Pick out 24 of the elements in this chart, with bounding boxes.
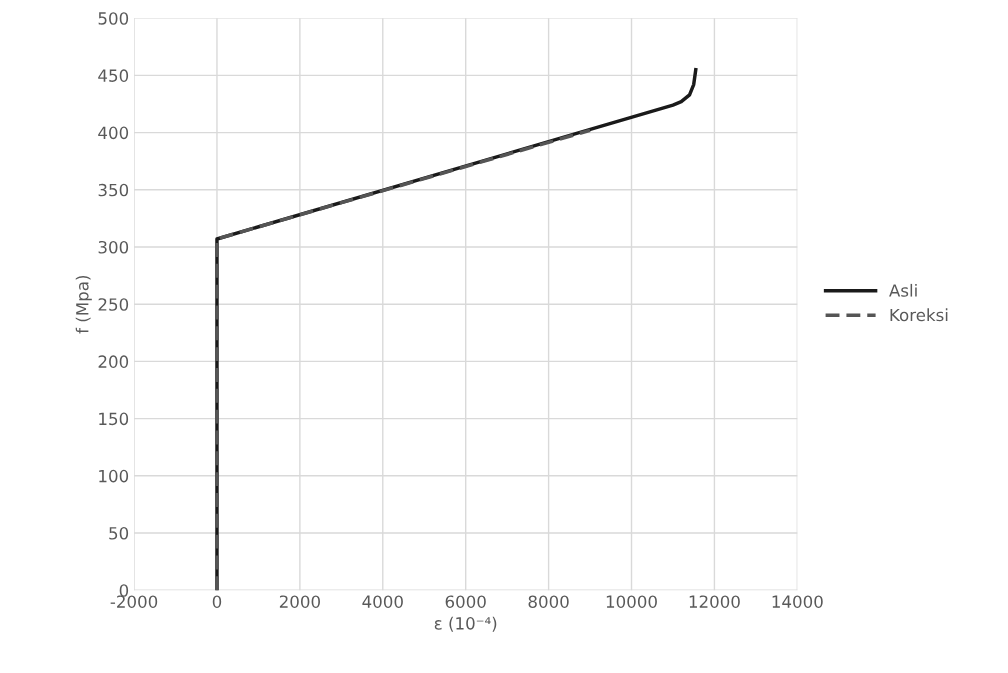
y-tick-label: 50 <box>109 526 129 540</box>
y-tick-label: 150 <box>99 412 129 426</box>
x-tick-label: 0 <box>212 595 222 608</box>
x-tick-label: -2000 <box>110 595 158 608</box>
y-tick-label: 250 <box>98 298 129 311</box>
x-tick-label: 10000 <box>606 595 657 608</box>
x-tick-label: 2000 <box>279 595 320 608</box>
y-axis-title: f (Mpa) <box>75 275 92 334</box>
x-tick-label: 12000 <box>689 595 740 608</box>
y-tick-label: 350 <box>98 183 129 197</box>
y-tick-label: 500 <box>98 12 129 25</box>
y-tick-label: 100 <box>99 469 129 483</box>
x-tick-label: 4000 <box>362 595 403 608</box>
legend-label: Asli <box>889 283 917 297</box>
y-tick-label: 200 <box>98 355 129 368</box>
legend-label: Koreksi <box>890 308 948 322</box>
x-tick-label: 8000 <box>528 595 569 608</box>
y-tick-label: 300 <box>98 240 129 254</box>
y-tick-label: 0 <box>119 584 129 597</box>
y-tick-label: 450 <box>98 69 129 82</box>
y-tick-label: 400 <box>98 126 129 140</box>
x-axis-title: ε (10⁻⁴) <box>434 616 497 632</box>
x-tick-label: 14000 <box>772 595 823 608</box>
x-tick-label: 6000 <box>445 595 486 608</box>
